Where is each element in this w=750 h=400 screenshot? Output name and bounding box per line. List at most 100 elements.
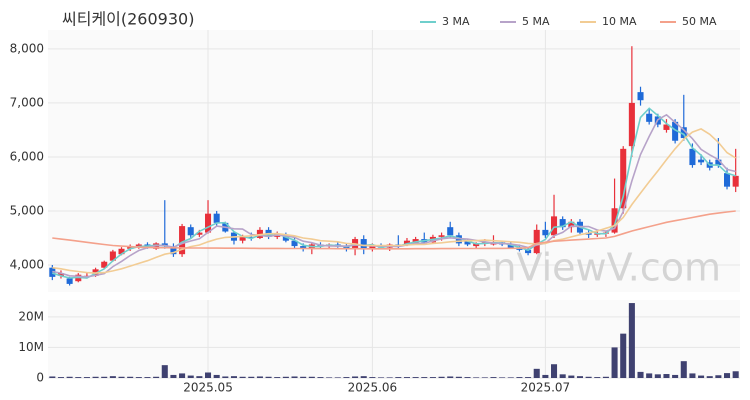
- candle-body: [680, 127, 687, 139]
- candle-body: [464, 240, 471, 245]
- candle-body: [135, 244, 142, 247]
- volume-bar: [196, 376, 203, 378]
- candle-body: [672, 121, 679, 141]
- volume-bar: [230, 376, 238, 378]
- volume-bar: [654, 374, 661, 378]
- volume-bar: [256, 376, 263, 378]
- volume-bar: [317, 377, 324, 378]
- volume-bar: [438, 376, 445, 378]
- y-tick-label: 8,000: [10, 41, 44, 55]
- candle-body: [525, 249, 532, 254]
- volume-bar: [75, 377, 82, 378]
- volume-bar: [490, 377, 497, 378]
- volume-bar: [83, 377, 90, 378]
- candle-body: [291, 240, 298, 247]
- y-tick-label: 5,000: [10, 203, 44, 217]
- volume-bar: [421, 377, 428, 378]
- candle-body: [533, 229, 540, 254]
- x-tick-label: 2025.05: [183, 381, 233, 395]
- y-tick-label: 10M: [18, 340, 44, 354]
- ma-line: [52, 210, 736, 250]
- volume-bar: [429, 377, 436, 378]
- volume-bar: [343, 377, 350, 378]
- candle-body: [723, 173, 731, 187]
- candle-body: [646, 113, 653, 122]
- volume-bar: [663, 374, 670, 378]
- volume-bar: [274, 377, 281, 378]
- volume-bar: [637, 371, 644, 378]
- volume-bar: [135, 377, 142, 378]
- volume-bar: [101, 376, 108, 378]
- volume-bar: [213, 374, 220, 378]
- volume-bar: [300, 376, 307, 378]
- volume-bar: [628, 303, 635, 378]
- candle-body: [732, 175, 739, 187]
- volume-bar: [49, 376, 56, 378]
- volume-bar: [464, 377, 471, 378]
- y-tick-label: 6,000: [10, 149, 44, 163]
- y-tick-label: 7,000: [10, 95, 44, 109]
- volume-bar: [585, 376, 592, 378]
- volume-bar: [499, 377, 506, 378]
- candle-body: [550, 216, 558, 236]
- candle-body: [360, 239, 367, 249]
- volume-bar: [602, 376, 609, 378]
- volume-bar: [559, 374, 566, 378]
- volume-bar: [516, 377, 523, 378]
- candle-body: [663, 124, 670, 130]
- candle-body: [698, 159, 705, 163]
- candle-body: [187, 227, 194, 236]
- volume-bar: [706, 376, 713, 378]
- candle-body: [568, 221, 575, 228]
- volume-bar: [723, 373, 731, 378]
- volume-bar: [732, 371, 739, 378]
- y-tick-label: 4,000: [10, 257, 44, 271]
- y-tick-label: 0: [36, 371, 44, 385]
- volume-bar: [689, 373, 696, 378]
- chart-title: 씨티케이(260930): [62, 10, 194, 29]
- volume-bar: [153, 376, 160, 378]
- volume-bar: [179, 373, 186, 378]
- y-tick-label: 20M: [18, 309, 44, 323]
- volume-bar: [542, 374, 549, 378]
- volume-bar: [204, 372, 212, 378]
- volume-bar: [455, 376, 462, 378]
- volume-bar: [334, 377, 341, 378]
- volume-bar: [248, 376, 255, 378]
- candle-body: [628, 102, 635, 147]
- legend-label: 10 MA: [602, 15, 637, 28]
- volume-bar: [265, 376, 272, 378]
- volume-bar: [92, 376, 99, 378]
- volume-bar: [308, 376, 315, 378]
- volume-bar: [239, 376, 246, 378]
- volume-bar: [291, 376, 298, 378]
- candle-body: [239, 236, 246, 241]
- volume-bar: [680, 361, 687, 378]
- volume-bar: [282, 376, 289, 378]
- candle-body: [689, 148, 696, 166]
- candle-body: [447, 227, 454, 236]
- volume-bar: [386, 377, 393, 378]
- candle-body: [300, 246, 307, 249]
- candle-body: [343, 246, 350, 249]
- candle-body: [204, 213, 212, 233]
- legend-label: 3 MA: [442, 15, 470, 28]
- volume-bar: [369, 377, 376, 378]
- volume-bar: [594, 377, 601, 378]
- volume-bar: [525, 377, 532, 378]
- candle-body: [248, 236, 255, 238]
- volume-bar: [533, 368, 540, 378]
- volume-bar: [66, 376, 73, 378]
- volume-bar: [576, 376, 584, 378]
- volume-bar: [412, 377, 419, 378]
- volume-bar: [715, 375, 722, 378]
- volume-bar: [127, 376, 134, 378]
- candle-body: [542, 229, 549, 236]
- candle-body: [403, 240, 411, 245]
- x-tick-label: 2025.06: [348, 381, 398, 395]
- candle-body: [66, 278, 73, 284]
- volume-bar: [507, 377, 514, 378]
- candle-body: [213, 213, 220, 223]
- watermark: enViewV.com: [469, 246, 721, 290]
- volume-bar: [550, 364, 558, 378]
